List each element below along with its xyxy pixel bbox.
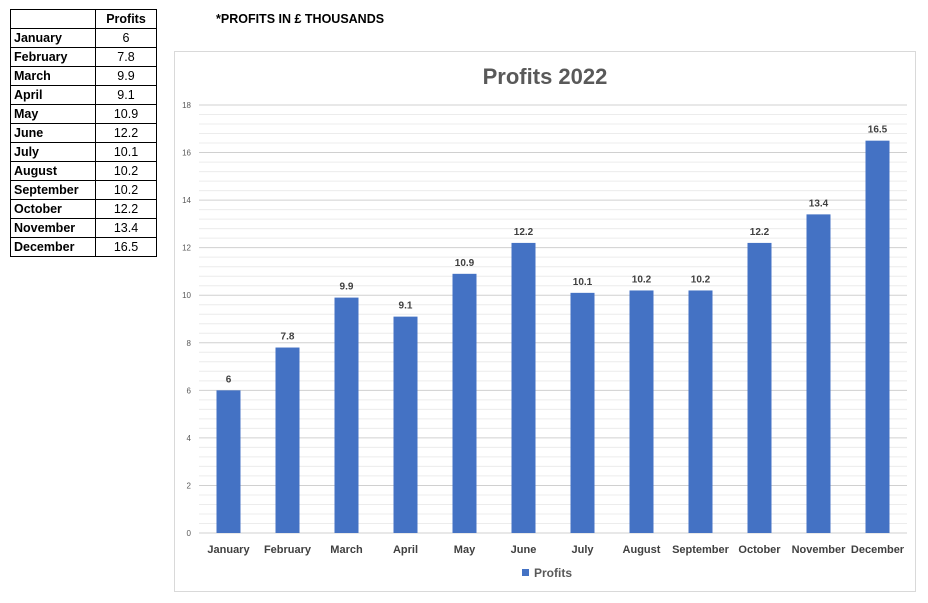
bar-may bbox=[452, 273, 477, 533]
y-tick-label: 16 bbox=[182, 149, 191, 158]
x-tick-label: September bbox=[672, 544, 730, 556]
table-cell-profit: 16.5 bbox=[95, 237, 157, 257]
x-tick-label: November bbox=[792, 544, 847, 556]
table-cell-month: February bbox=[10, 47, 96, 67]
x-tick-label: March bbox=[330, 544, 363, 556]
y-tick-label: 8 bbox=[187, 339, 192, 348]
bar-january bbox=[216, 390, 241, 533]
table-cell-profit: 13.4 bbox=[95, 218, 157, 238]
table-row: December 16.5 bbox=[10, 237, 157, 257]
x-tick-label: February bbox=[264, 544, 312, 556]
table-cell-profit: 10.9 bbox=[95, 104, 157, 124]
y-tick-label: 18 bbox=[182, 101, 191, 110]
chart-title: Profits 2022 bbox=[483, 64, 608, 89]
bar-july bbox=[570, 292, 595, 533]
table-cell-profit: 10.2 bbox=[95, 180, 157, 200]
data-label: 6 bbox=[226, 374, 232, 385]
bar-march bbox=[334, 297, 359, 533]
table-row: October 12.2 bbox=[10, 199, 157, 219]
profits-chart: Profits 2022 6 7.8 9.9 9.1 10.9 12.2 10.1 10.2 1… bbox=[182, 64, 907, 580]
table-cell-month: March bbox=[10, 66, 96, 86]
y-tick-label: 10 bbox=[182, 291, 191, 300]
data-label: 10.1 bbox=[573, 277, 593, 288]
x-tick-label: June bbox=[511, 544, 537, 556]
y-tick-label: 2 bbox=[187, 481, 192, 490]
table-cell-month: January bbox=[10, 28, 96, 48]
y-tick-label: 6 bbox=[187, 386, 192, 395]
bar-april bbox=[393, 316, 418, 533]
chart-frame: Profits 2022 6 7.8 9.9 9.1 10.9 12.2 10.1 10.2 1… bbox=[174, 51, 916, 592]
table-cell-month: June bbox=[10, 123, 96, 143]
x-tick-label: May bbox=[454, 544, 476, 556]
table-cell-profit: 9.9 bbox=[95, 66, 157, 86]
data-label: 10.2 bbox=[632, 274, 652, 285]
x-tick-label: July bbox=[571, 544, 594, 556]
table-row: April 9.1 bbox=[10, 85, 157, 105]
data-label: 12.2 bbox=[514, 227, 534, 238]
units-note: *PROFITS IN £ THOUSANDS bbox=[216, 12, 385, 26]
legend-swatch bbox=[522, 569, 529, 576]
table-cell-profit: 7.8 bbox=[95, 47, 157, 67]
table-cell-month: September bbox=[10, 180, 96, 200]
legend-label: Profits bbox=[534, 566, 572, 580]
table-cell-month: November bbox=[10, 218, 96, 238]
x-tick-label: December bbox=[851, 544, 905, 556]
table-header-row: Profits bbox=[10, 9, 157, 29]
bar-september bbox=[688, 290, 713, 533]
table-row: May 10.9 bbox=[10, 104, 157, 124]
data-label: 9.9 bbox=[340, 282, 354, 293]
table-row: September 10.2 bbox=[10, 180, 157, 200]
table-cell-month: August bbox=[10, 161, 96, 181]
profits-table: Profits January 6 February 7.8 March 9.9 April… bbox=[10, 9, 157, 257]
table-cell-profit: 10.1 bbox=[95, 142, 157, 162]
table-cell-month: December bbox=[10, 237, 96, 257]
bar-june bbox=[511, 242, 536, 533]
table-cell-month: April bbox=[10, 85, 96, 105]
bar-august bbox=[629, 290, 654, 533]
table-row: January 6 bbox=[10, 28, 157, 48]
x-tick-label: October bbox=[738, 544, 781, 556]
table-cell-month: May bbox=[10, 104, 96, 124]
table-row: November 13.4 bbox=[10, 218, 157, 238]
table-cell-month: July bbox=[10, 142, 96, 162]
bar-december bbox=[865, 140, 890, 533]
table-header-profits: Profits bbox=[95, 9, 157, 29]
table-row: March 9.9 bbox=[10, 66, 157, 86]
table-row: July 10.1 bbox=[10, 142, 157, 162]
y-tick-label: 14 bbox=[182, 196, 191, 205]
table-row: February 7.8 bbox=[10, 47, 157, 67]
table-row: August 10.2 bbox=[10, 161, 157, 181]
table-cell-profit: 12.2 bbox=[95, 199, 157, 219]
data-label: 10.2 bbox=[691, 274, 711, 285]
table-row: June 12.2 bbox=[10, 123, 157, 143]
bar-october bbox=[747, 242, 772, 533]
y-tick-label: 0 bbox=[187, 529, 192, 538]
table-header-blank bbox=[10, 9, 96, 29]
table-cell-profit: 12.2 bbox=[95, 123, 157, 143]
table-cell-profit: 10.2 bbox=[95, 161, 157, 181]
data-label: 13.4 bbox=[809, 198, 829, 209]
table-cell-profit: 9.1 bbox=[95, 85, 157, 105]
x-tick-label: August bbox=[623, 544, 661, 556]
data-label: 7.8 bbox=[281, 332, 295, 343]
x-tick-label: January bbox=[207, 544, 250, 556]
table-cell-month: October bbox=[10, 199, 96, 219]
y-tick-label: 4 bbox=[187, 434, 192, 443]
data-label: 12.2 bbox=[750, 227, 770, 238]
table-cell-profit: 6 bbox=[95, 28, 157, 48]
bar-february bbox=[275, 347, 300, 533]
y-tick-label: 12 bbox=[182, 244, 191, 253]
x-tick-label: April bbox=[393, 544, 418, 556]
data-label: 16.5 bbox=[868, 125, 888, 136]
bar-november bbox=[806, 214, 831, 533]
data-label: 10.9 bbox=[455, 258, 475, 269]
data-label: 9.1 bbox=[399, 301, 413, 312]
